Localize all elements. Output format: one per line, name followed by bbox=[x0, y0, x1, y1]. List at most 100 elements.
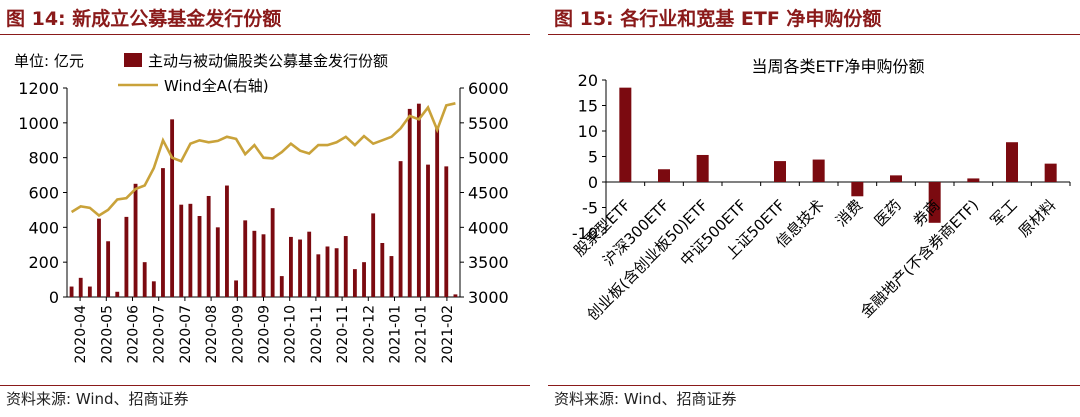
x-tick-label: 2020-07 bbox=[178, 305, 194, 364]
issuance-bar bbox=[288, 236, 293, 297]
figure-14-top-rule bbox=[0, 34, 530, 35]
issuance-bar bbox=[261, 234, 266, 297]
issuance-bar bbox=[334, 248, 339, 297]
figure-14-panel: 图 14: 新成立公募基金发行份额 0 200 400 600 800 1000 1200 3… bbox=[0, 0, 530, 417]
wind-all-a-line bbox=[70, 102, 456, 218]
left-y-tick-label: 1000 bbox=[18, 114, 59, 133]
issuance-bar bbox=[225, 185, 229, 297]
issuance-bar bbox=[197, 216, 202, 297]
unit-label: 单位: 亿元 bbox=[14, 52, 84, 70]
issuance-bar bbox=[215, 227, 220, 297]
x-tick-label: 2020-04 bbox=[73, 305, 89, 364]
x-tick-label: 2021-01 bbox=[414, 305, 430, 364]
y-tick-label: 20 bbox=[578, 71, 598, 90]
x-tick-label: 2021-01 bbox=[388, 305, 404, 364]
issuance-bar bbox=[325, 246, 330, 297]
left-y-tick-label: 0 bbox=[49, 288, 59, 307]
issuance-bar bbox=[124, 216, 129, 297]
issuance-bar bbox=[444, 166, 449, 297]
figure-14-title: 图 14: 新成立公募基金发行份额 bbox=[6, 8, 282, 30]
category-label: 军工 bbox=[987, 196, 1021, 230]
left-y-tick-label: 400 bbox=[28, 218, 59, 237]
issuance-bar bbox=[398, 161, 403, 297]
issuance-bar bbox=[142, 262, 147, 297]
issuance-bar bbox=[133, 183, 138, 297]
x-tick-label: 2020-09 bbox=[257, 305, 273, 364]
issuance-bar bbox=[352, 269, 357, 297]
issuance-bar bbox=[243, 220, 248, 297]
y-tick-label: 5 bbox=[588, 148, 598, 167]
category-label: 原材料 bbox=[1015, 196, 1060, 241]
etf-bar bbox=[696, 154, 709, 182]
issuance-bar bbox=[389, 256, 394, 297]
issuance-bar bbox=[78, 277, 83, 297]
legend-line-label: Wind全A(右轴) bbox=[164, 77, 269, 95]
legend-bar-label: 主动与被动偏股类公募基金发行份额 bbox=[148, 52, 388, 70]
x-tick-label: 2020-05 bbox=[99, 305, 115, 364]
issuance-bar bbox=[298, 239, 302, 297]
category-label: 医药 bbox=[871, 196, 905, 230]
issuance-bar bbox=[426, 164, 430, 297]
issuance-bar bbox=[371, 213, 376, 297]
x-tick-label: 2020-08 bbox=[204, 305, 220, 364]
y-tick-label: -10 bbox=[572, 224, 598, 243]
issuance-bar bbox=[407, 108, 412, 298]
etf-bar bbox=[774, 161, 786, 182]
x-tick-label: 2020-12 bbox=[361, 305, 377, 364]
left-y-tick-label: 1200 bbox=[18, 79, 59, 98]
x-tick-label: 2020-11 bbox=[335, 305, 351, 364]
figure-15-source: 资料来源: Wind、招商证券 bbox=[554, 390, 737, 408]
issuance-bar bbox=[206, 195, 211, 297]
right-y-tick-label: 5500 bbox=[468, 114, 509, 133]
y-tick-label: 0 bbox=[588, 173, 598, 192]
issuance-bar bbox=[170, 119, 175, 297]
issuance-bar bbox=[106, 241, 111, 297]
x-tick-label: 2020-07 bbox=[152, 305, 168, 364]
figure-14-source: 资料来源: Wind、招商证券 bbox=[6, 390, 189, 408]
etf-bar bbox=[851, 182, 864, 197]
etf-bar bbox=[619, 87, 632, 182]
etf-bar bbox=[1006, 142, 1018, 182]
right-y-tick-label: 3000 bbox=[468, 288, 509, 307]
chart-title: 当周各类ETF净申购份额 bbox=[751, 57, 924, 76]
x-tick-label: 2020-09 bbox=[230, 305, 246, 364]
fund-issuance-chart: 0 200 400 600 800 1000 1200 3000 3500 4000 4500 500… bbox=[14, 52, 509, 364]
right-y-tick-label: 5000 bbox=[468, 149, 509, 168]
etf-bar bbox=[812, 159, 825, 182]
issuance-bar bbox=[151, 281, 156, 297]
etf-bar bbox=[967, 178, 980, 182]
figure-15-top-rule bbox=[548, 34, 1080, 35]
legend-bar-swatch bbox=[124, 53, 142, 67]
x-tick-label: 2020-10 bbox=[283, 305, 299, 364]
figure-14-bottom-rule bbox=[0, 385, 530, 386]
issuance-bar bbox=[435, 126, 440, 297]
issuance-bar bbox=[416, 103, 421, 297]
left-y-tick-label: 600 bbox=[28, 184, 59, 203]
issuance-bar bbox=[234, 280, 239, 297]
issuance-bar bbox=[87, 286, 92, 297]
y-tick-label: -5 bbox=[582, 199, 598, 218]
etf-bar bbox=[928, 182, 941, 223]
figure-15-panel: 图 15: 各行业和宽基 ETF 净申购份额 当周各类ETF净申购份额 -10 -5… bbox=[548, 0, 1080, 417]
right-y-tick-label: 4500 bbox=[468, 184, 509, 203]
y-tick-label: 10 bbox=[578, 122, 598, 141]
etf-bar bbox=[658, 169, 670, 182]
etf-net-subscription-chart: 当周各类ETF净申购份额-10-505101520股票型ETF沪深300ETF创… bbox=[570, 57, 1071, 324]
etf-bar bbox=[890, 175, 902, 182]
x-tick-label: 2021-02 bbox=[440, 305, 456, 364]
issuance-bar bbox=[380, 243, 385, 297]
issuance-bar bbox=[252, 230, 257, 297]
left-y-tick-label: 800 bbox=[28, 149, 59, 168]
right-y-tick-label: 4000 bbox=[468, 218, 509, 237]
issuance-bar bbox=[453, 294, 458, 297]
etf-bar bbox=[1044, 163, 1057, 182]
issuance-bar bbox=[69, 286, 74, 297]
issuance-bar bbox=[97, 218, 101, 297]
right-y-tick-label: 6000 bbox=[468, 79, 509, 98]
category-label: 消费 bbox=[832, 196, 866, 230]
x-tick-label: 2020-11 bbox=[309, 305, 325, 364]
figure-15-bottom-rule bbox=[548, 385, 1080, 386]
issuance-bar bbox=[270, 208, 275, 297]
issuance-bar bbox=[316, 254, 321, 297]
issuance-bar bbox=[161, 168, 165, 297]
